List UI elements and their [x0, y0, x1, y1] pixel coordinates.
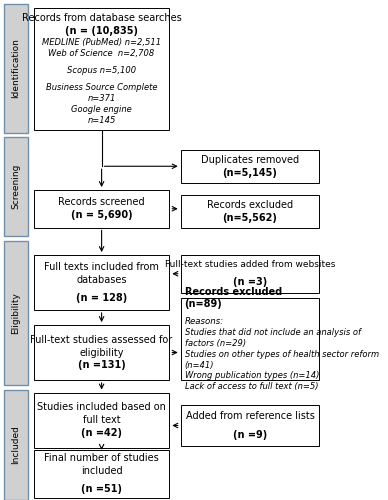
FancyBboxPatch shape [34, 190, 169, 228]
FancyBboxPatch shape [4, 137, 28, 236]
Text: Records excluded: Records excluded [207, 200, 293, 210]
Text: Business Source Complete: Business Source Complete [46, 83, 158, 92]
Text: Eligibility: Eligibility [12, 292, 21, 334]
Text: factors (n=29): factors (n=29) [185, 339, 246, 348]
Text: Wrong publication types (n=14): Wrong publication types (n=14) [185, 372, 319, 380]
Text: Full texts included from: Full texts included from [44, 262, 159, 272]
Text: (n =9): (n =9) [233, 430, 267, 440]
FancyBboxPatch shape [4, 390, 28, 500]
FancyBboxPatch shape [181, 298, 319, 380]
Text: databases: databases [76, 275, 127, 285]
Text: (n =131): (n =131) [78, 360, 125, 370]
Text: (n=41): (n=41) [185, 360, 214, 370]
FancyBboxPatch shape [181, 255, 319, 292]
Text: Studies that did not include an analysis of: Studies that did not include an analysis… [185, 328, 360, 337]
Text: (n =3): (n =3) [233, 278, 267, 287]
Text: n=371: n=371 [87, 94, 116, 103]
FancyBboxPatch shape [34, 325, 169, 380]
Text: (n = 5,690): (n = 5,690) [71, 210, 132, 220]
FancyBboxPatch shape [181, 195, 319, 228]
FancyBboxPatch shape [34, 8, 169, 130]
Text: full text: full text [83, 415, 120, 425]
Text: Added from reference lists: Added from reference lists [185, 412, 314, 422]
Text: (n =42): (n =42) [81, 428, 122, 438]
Text: Duplicates removed: Duplicates removed [201, 155, 299, 165]
Text: Identification: Identification [12, 38, 21, 98]
FancyBboxPatch shape [34, 392, 169, 448]
Text: (n = 128): (n = 128) [76, 293, 127, 303]
FancyBboxPatch shape [181, 405, 319, 446]
Text: Full-text studies added from websites: Full-text studies added from websites [165, 260, 335, 269]
Text: Final number of studies: Final number of studies [44, 454, 159, 464]
Text: Scopus n=5,100: Scopus n=5,100 [67, 66, 136, 75]
Text: (n=89): (n=89) [185, 300, 222, 310]
Text: Records excluded: Records excluded [185, 286, 282, 296]
FancyBboxPatch shape [4, 241, 28, 385]
FancyBboxPatch shape [34, 450, 169, 498]
Text: Google engine: Google engine [71, 105, 132, 114]
Text: Records screened: Records screened [58, 198, 145, 207]
Text: Included: Included [12, 426, 21, 465]
FancyBboxPatch shape [34, 255, 169, 310]
Text: Lack of access to full text (n=5): Lack of access to full text (n=5) [185, 382, 318, 392]
Text: Full-text studies assessed for: Full-text studies assessed for [31, 335, 173, 345]
Text: (n=5,562): (n=5,562) [223, 212, 277, 222]
Text: Studies on other types of health sector reform: Studies on other types of health sector … [185, 350, 379, 359]
Text: MEDLINE (PubMed) n=2,511: MEDLINE (PubMed) n=2,511 [42, 38, 161, 47]
Text: n=145: n=145 [87, 116, 116, 124]
Text: eligibility: eligibility [80, 348, 124, 358]
Text: Studies included based on: Studies included based on [37, 402, 166, 412]
Text: (n=5,145): (n=5,145) [223, 168, 277, 177]
FancyBboxPatch shape [181, 150, 319, 182]
Text: Web of Science  n=2,708: Web of Science n=2,708 [48, 49, 155, 58]
Text: Reasons:: Reasons: [185, 317, 223, 326]
Text: (n = (10,835): (n = (10,835) [65, 26, 138, 36]
Text: Screening: Screening [12, 164, 21, 209]
Text: included: included [81, 466, 123, 476]
Text: Records from database searches: Records from database searches [22, 13, 182, 23]
Text: (n =51): (n =51) [81, 484, 122, 494]
FancyBboxPatch shape [4, 4, 28, 132]
